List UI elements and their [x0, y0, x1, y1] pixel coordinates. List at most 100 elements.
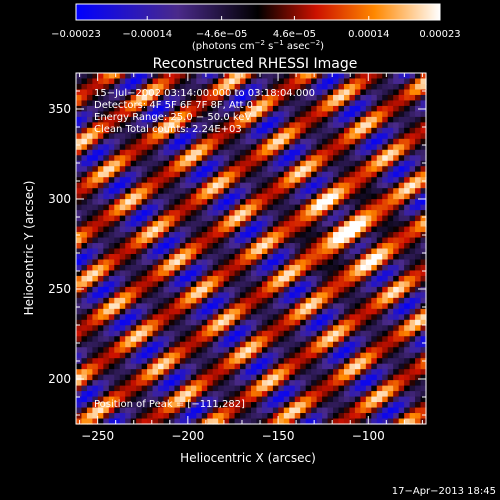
heatmap-cell [354, 116, 361, 123]
heatmap-cell [327, 391, 334, 398]
heatmap-cell [404, 199, 411, 206]
heatmap-cell [387, 155, 394, 162]
heatmap-cell [207, 100, 214, 107]
heatmap-cell [212, 402, 219, 409]
heatmap-cell [190, 319, 197, 326]
heatmap-cell [289, 204, 296, 211]
heatmap-cell [103, 418, 110, 425]
heatmap-cell [283, 133, 290, 140]
heatmap-cell [365, 391, 372, 398]
heatmap-cell [343, 402, 351, 409]
heatmap-cell [267, 111, 274, 118]
heatmap-cell [76, 347, 83, 354]
heatmap-cell [272, 270, 279, 277]
heatmap-cell [174, 341, 181, 348]
heatmap-cell [97, 226, 104, 233]
heatmap-cell [190, 286, 197, 293]
heatmap-cell [240, 243, 247, 250]
heatmap-cell [163, 347, 170, 354]
heatmap-cell [174, 226, 181, 233]
heatmap-cell [404, 105, 411, 112]
heatmap-cell [283, 374, 290, 381]
heatmap-cell [349, 188, 356, 195]
heatmap-cell [174, 264, 181, 272]
heatmap-cell [387, 182, 394, 189]
heatmap-cell [229, 78, 236, 85]
heatmap-cell [201, 413, 208, 420]
heatmap-cell [333, 303, 340, 310]
heatmap-cell [371, 286, 378, 293]
heatmap-cell [420, 149, 427, 156]
heatmap-cell [409, 78, 416, 85]
heatmap-cell [245, 166, 252, 173]
heatmap-cell [92, 100, 99, 107]
heatmap-cell [229, 314, 236, 321]
heatmap-cell [141, 116, 148, 123]
heatmap-cell [360, 270, 367, 277]
heatmap-cell [404, 122, 411, 129]
heatmap-cell [393, 358, 400, 365]
heatmap-cell [387, 402, 394, 409]
heatmap-cell [283, 105, 290, 112]
heatmap-cell [256, 380, 263, 387]
heatmap-cell [404, 94, 411, 102]
heatmap-cell [382, 358, 389, 365]
heatmap-cell [190, 248, 197, 255]
heatmap-cell [86, 94, 94, 102]
heatmap-cell [130, 100, 137, 107]
heatmap-cell [92, 83, 99, 91]
heatmap-cell [218, 210, 225, 217]
heatmap-cell [294, 166, 301, 173]
heatmap-cell [130, 94, 137, 102]
heatmap-cell [163, 226, 170, 233]
heatmap-cell [97, 73, 104, 80]
heatmap-cell [393, 292, 400, 299]
heatmap-cell [365, 83, 372, 91]
heatmap-cell [398, 264, 405, 272]
heatmap-cell [278, 402, 285, 409]
heatmap-cell [338, 374, 345, 381]
heatmap-cell [354, 259, 361, 266]
heatmap-cell [97, 133, 104, 140]
heatmap-cell [289, 83, 296, 91]
heatmap-cell [300, 226, 307, 233]
heatmap-cell [108, 418, 115, 425]
heatmap-cell [393, 418, 400, 425]
heatmap-cell [261, 352, 269, 359]
heatmap-cell [240, 292, 247, 299]
heatmap-cell [311, 297, 318, 304]
heatmap-cell [278, 127, 285, 134]
heatmap-cell [136, 407, 143, 414]
heatmap-cell [300, 155, 307, 162]
heatmap-cell [114, 396, 121, 403]
heatmap-cell [333, 149, 340, 156]
heatmap-cell [174, 391, 181, 398]
heatmap-cell [229, 215, 236, 222]
heatmap-cell [229, 210, 236, 217]
heatmap-cell [168, 363, 176, 370]
heatmap-cell [409, 116, 416, 123]
heatmap-cell [382, 78, 389, 85]
heatmap-cell [240, 215, 247, 222]
heatmap-cell [229, 292, 236, 299]
heatmap-cell [141, 418, 148, 425]
heatmap-cell [283, 303, 290, 310]
heatmap-cell [333, 83, 340, 91]
heatmap-cell [261, 133, 269, 140]
heatmap-cell [300, 347, 307, 354]
heatmap-cell [338, 116, 345, 123]
heatmap-cell [343, 144, 351, 151]
heatmap-cell [76, 116, 83, 123]
heatmap-cell [130, 105, 137, 112]
heatmap-cell [278, 330, 285, 337]
heatmap-cell [415, 336, 422, 343]
heatmap-cell [130, 215, 137, 222]
heatmap-cell [141, 237, 148, 244]
heatmap-cell [229, 204, 236, 211]
heatmap-cell [382, 385, 389, 392]
heatmap-cell [168, 308, 176, 315]
heatmap-cell [278, 292, 285, 299]
heatmap-cell [420, 402, 427, 409]
heatmap-cell [278, 237, 285, 244]
heatmap-cell [376, 286, 383, 293]
